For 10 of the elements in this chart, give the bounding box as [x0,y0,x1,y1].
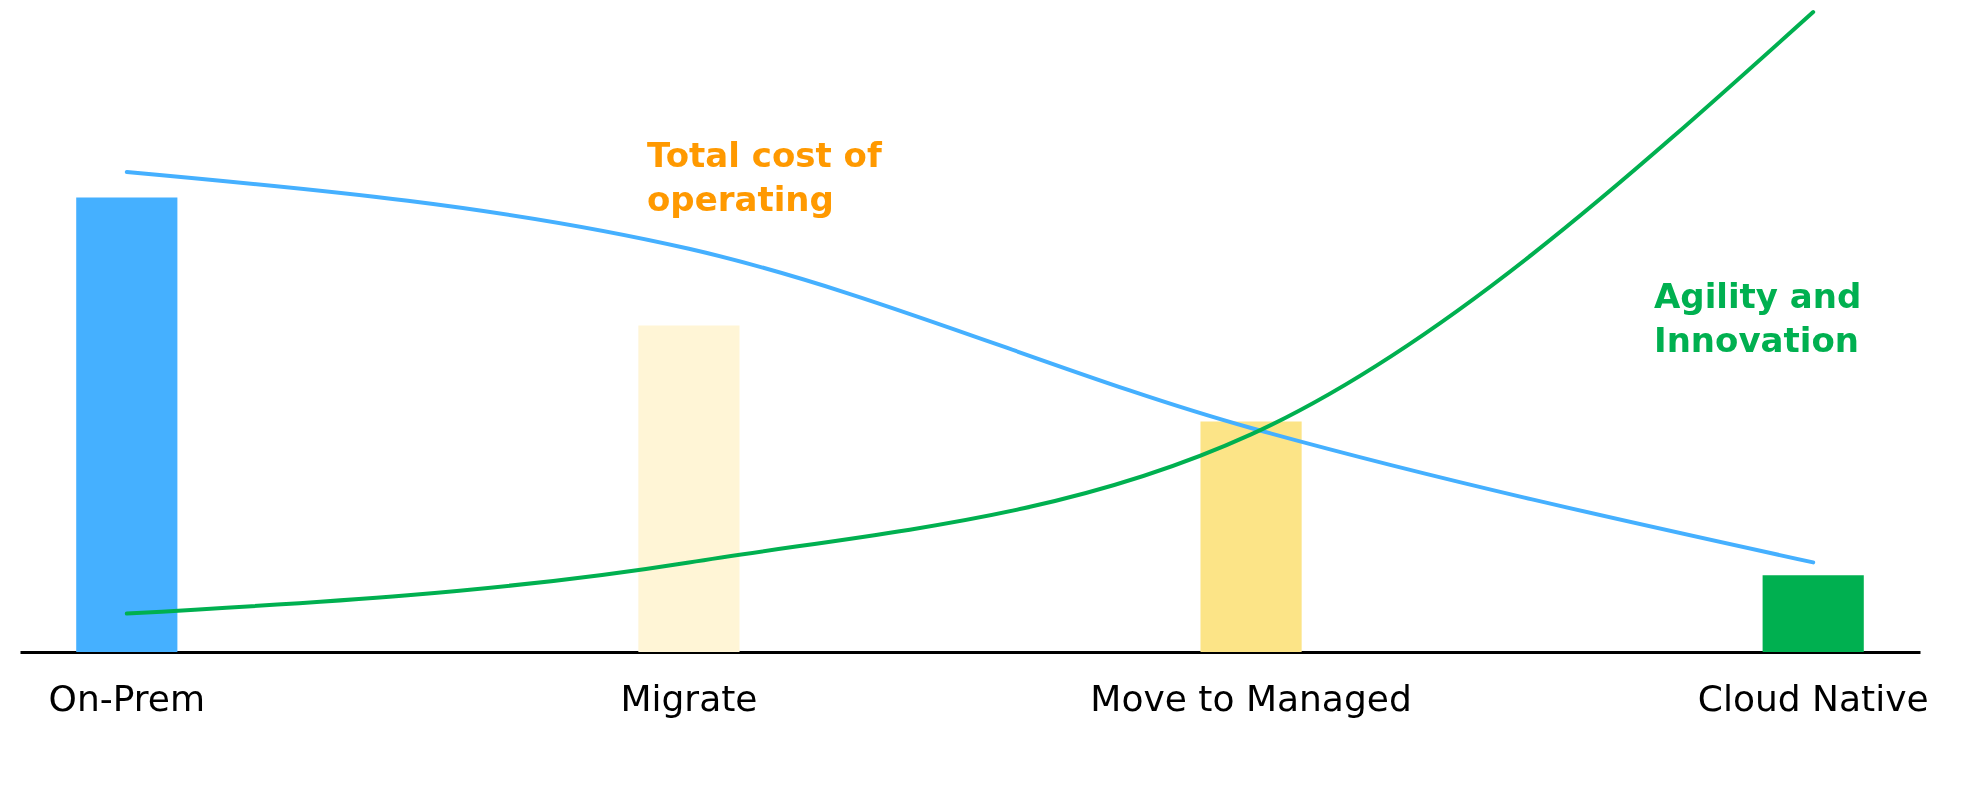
bar [76,197,178,652]
annotation: Agility and Innovation [1654,275,1862,360]
bar [638,325,740,652]
annotation: Total cost of operating [647,135,883,219]
x-tick-label: Cloud Native [1697,677,1929,719]
bar [1762,575,1864,652]
bar [1200,421,1302,652]
x-tick-label: Move to Managed [1090,677,1412,719]
x-tick-label: Migrate [620,677,758,719]
x-tick-label: On-Prem [48,677,206,719]
